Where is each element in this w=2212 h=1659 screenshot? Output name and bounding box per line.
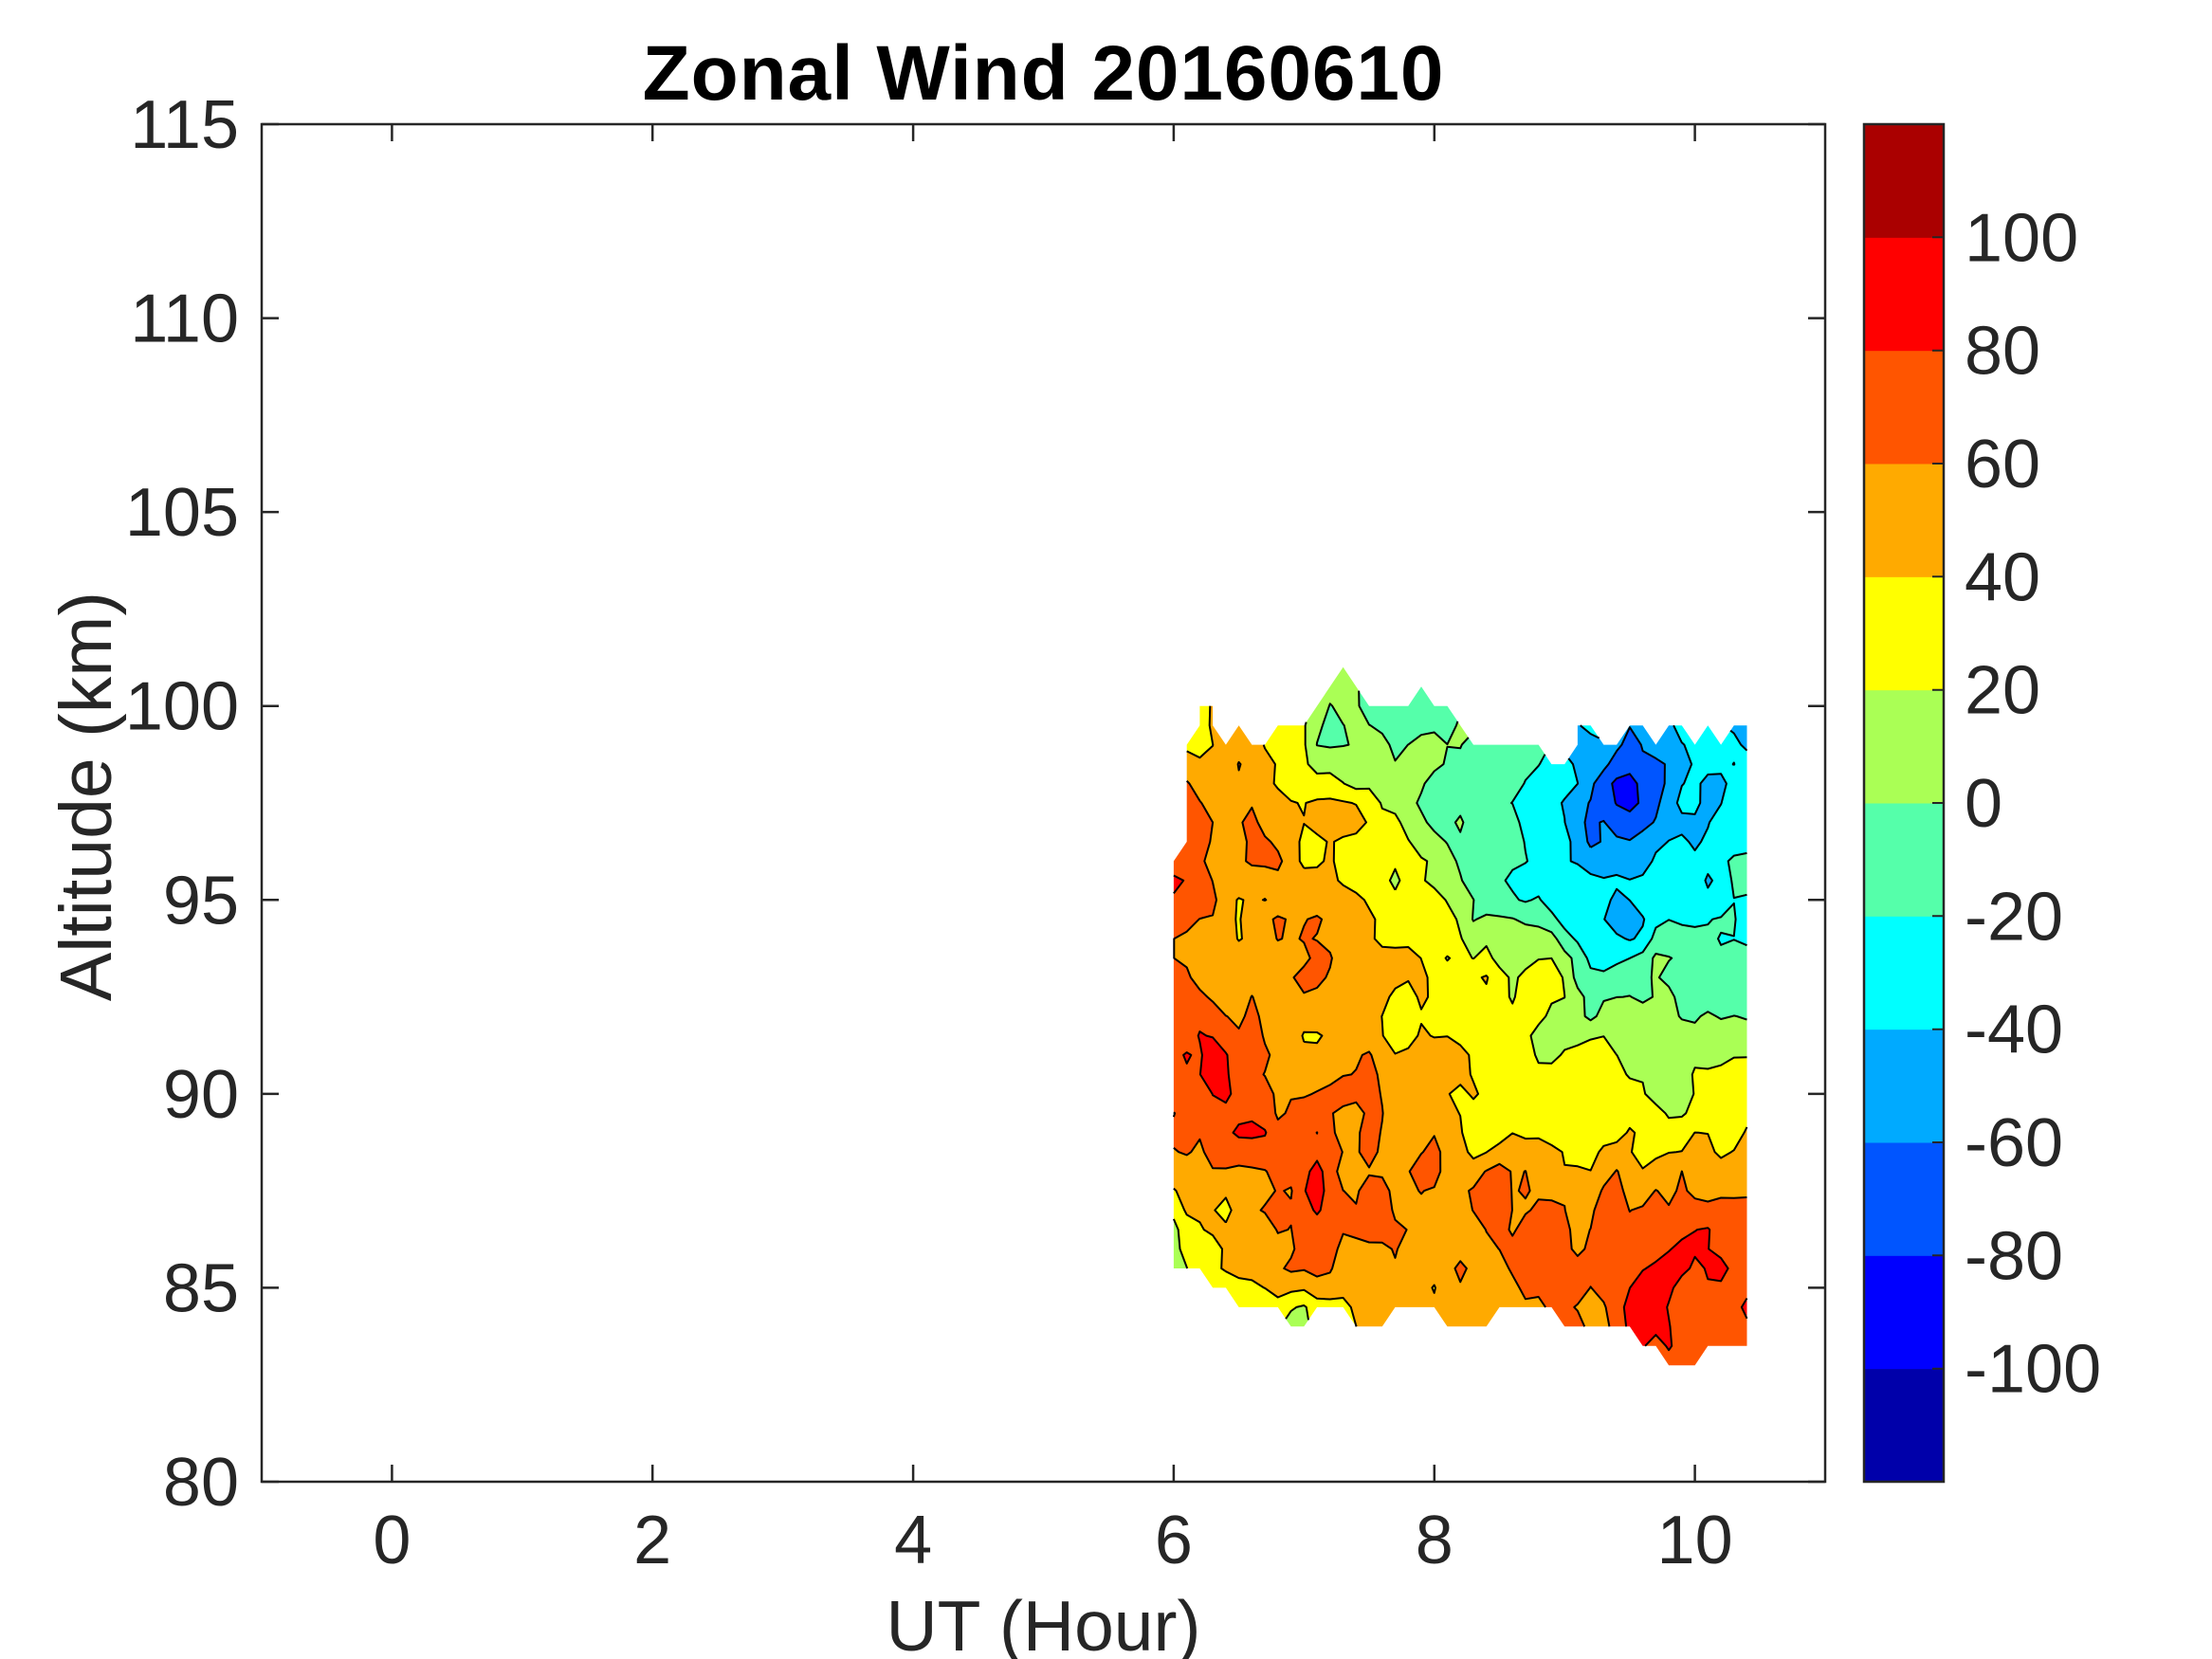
svg-text:20: 20 xyxy=(1965,653,2040,729)
svg-text:6: 6 xyxy=(1155,1503,1193,1578)
svg-text:Zonal Wind 20160610: Zonal Wind 20160610 xyxy=(643,30,1445,117)
svg-text:40: 40 xyxy=(1965,539,2040,615)
svg-text:UT (Hour): UT (Hour) xyxy=(887,1586,1201,1659)
svg-text:115: 115 xyxy=(130,87,239,163)
svg-text:85: 85 xyxy=(163,1250,239,1326)
svg-text:80: 80 xyxy=(163,1445,239,1521)
svg-text:-60: -60 xyxy=(1965,1105,2063,1181)
svg-text:100: 100 xyxy=(1965,200,2078,276)
svg-text:-40: -40 xyxy=(1965,993,2063,1068)
svg-text:105: 105 xyxy=(125,475,239,551)
svg-text:110: 110 xyxy=(130,282,239,357)
svg-text:4: 4 xyxy=(894,1503,932,1578)
svg-text:0: 0 xyxy=(1965,766,2002,842)
svg-text:60: 60 xyxy=(1965,427,2040,502)
svg-text:Altitude (km): Altitude (km) xyxy=(46,592,127,1001)
svg-text:80: 80 xyxy=(1965,314,2040,390)
svg-text:10: 10 xyxy=(1657,1503,1733,1578)
svg-text:8: 8 xyxy=(1416,1503,1453,1578)
svg-text:95: 95 xyxy=(163,863,239,939)
svg-text:90: 90 xyxy=(163,1057,239,1133)
svg-text:-20: -20 xyxy=(1965,879,2063,955)
svg-text:-100: -100 xyxy=(1965,1332,2101,1408)
svg-text:0: 0 xyxy=(373,1503,411,1578)
svg-text:2: 2 xyxy=(633,1503,671,1578)
svg-text:-80: -80 xyxy=(1965,1218,2063,1294)
svg-text:100: 100 xyxy=(125,669,239,745)
